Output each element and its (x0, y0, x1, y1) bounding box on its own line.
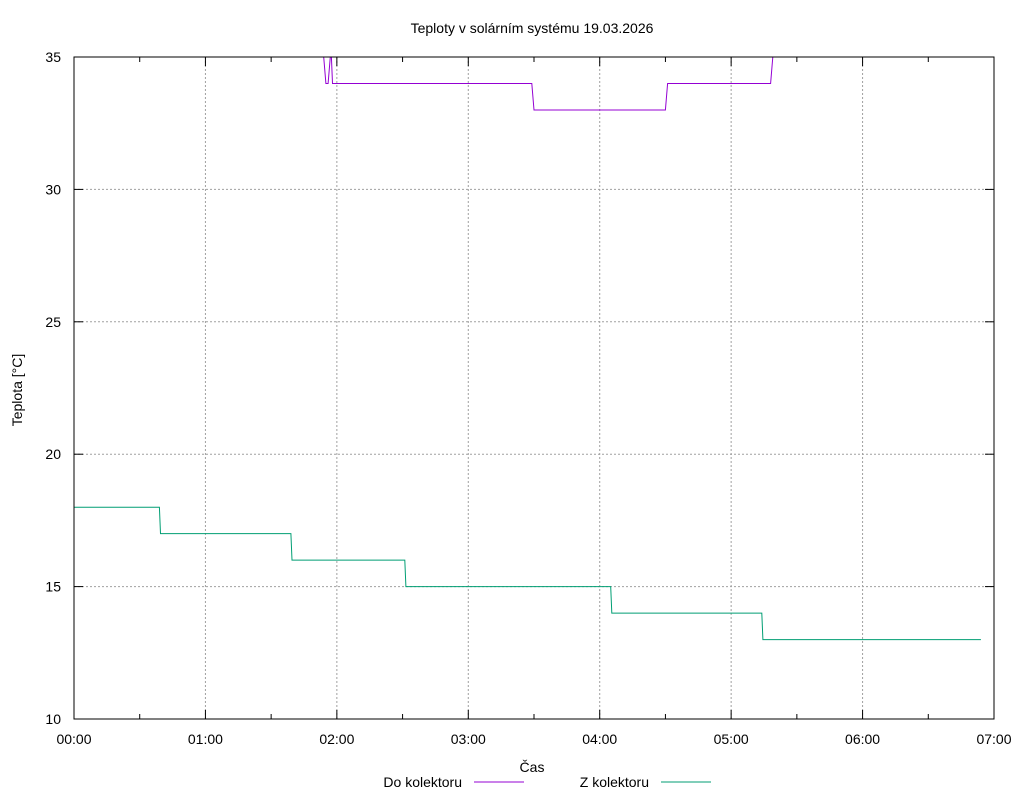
y-tick-label: 25 (45, 314, 61, 330)
x-tick-label: 02:00 (319, 731, 354, 747)
grid (74, 57, 994, 719)
chart-title: Teploty v solárním systému 19.03.2026 (411, 20, 654, 36)
x-axis-label: Čas (520, 759, 545, 775)
legend: Do kolektoru Z kolektoru (383, 774, 711, 790)
y-tick-label: 15 (45, 579, 61, 595)
x-tick-label: 00:00 (56, 731, 91, 747)
x-tick-label: 06:00 (845, 731, 880, 747)
series-layer (74, 57, 981, 641)
x-tick-label: 05:00 (714, 731, 749, 747)
y-tick-label: 35 (45, 49, 61, 65)
axis-ticks: 00:00 01:00 02:00 03:00 04:00 05:00 06:00 07:00… (45, 49, 1011, 747)
x-tick-label: 03:00 (451, 731, 486, 747)
legend-label-do-kolektoru: Do kolektoru (383, 774, 462, 790)
y-axis-label: Teplota [°C] (9, 354, 25, 427)
plot-area-frame (73, 56, 995, 720)
y-tick-label: 30 (45, 181, 61, 197)
series-line-do-kolektoru (323, 57, 774, 111)
x-tick-label: 04:00 (582, 731, 617, 747)
x-tick-label: 07:00 (976, 731, 1011, 747)
y-tick-label: 10 (45, 711, 61, 727)
series-line-z-kolektoru (74, 506, 981, 641)
y-tick-label: 20 (45, 446, 61, 462)
x-tick-label: 01:00 (188, 731, 223, 747)
legend-label-z-kolektoru: Z kolektoru (580, 774, 649, 790)
